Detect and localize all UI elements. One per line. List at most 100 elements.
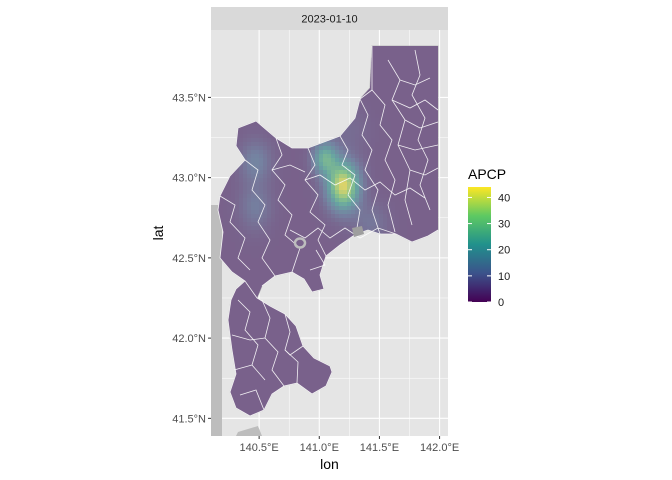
raster-cell (379, 162, 384, 167)
raster-cell (363, 222, 368, 227)
raster-cell (235, 246, 240, 251)
raster-cell (251, 278, 256, 283)
raster-cell (251, 250, 256, 255)
raster-cell (291, 166, 296, 171)
raster-cell (235, 398, 240, 403)
raster-cell (267, 306, 272, 311)
raster-cell (299, 250, 304, 255)
raster-cell (283, 350, 288, 355)
raster-cell (399, 206, 404, 211)
raster-cell (323, 226, 328, 231)
raster-cell (251, 186, 256, 191)
raster-cell (267, 174, 272, 179)
raster-cell (399, 98, 404, 103)
raster-cell (339, 158, 344, 163)
raster-cell (371, 118, 376, 123)
raster-cell (395, 158, 400, 163)
raster-cell (235, 210, 240, 215)
raster-cell (379, 54, 384, 59)
raster-cell (279, 202, 284, 207)
raster-cell (239, 242, 244, 247)
raster-cell (311, 266, 316, 271)
raster-cell (263, 142, 268, 147)
raster-cell (255, 306, 260, 311)
raster-cell (391, 70, 396, 75)
raster-cell (243, 322, 248, 327)
raster-cell (243, 410, 248, 415)
raster-cell (287, 222, 292, 227)
raster-cell (319, 154, 324, 159)
raster-cell (275, 378, 280, 383)
raster-cell (235, 362, 240, 367)
raster-cell (259, 146, 264, 151)
raster-cell (279, 362, 284, 367)
raster-cell (299, 354, 304, 359)
raster-cell (355, 138, 360, 143)
raster-cell (287, 218, 292, 223)
raster-cell (323, 166, 328, 171)
raster-cell (359, 102, 364, 107)
raster-cell (239, 402, 244, 407)
raster-cell (355, 110, 360, 115)
raster-cell (263, 370, 268, 375)
raster-cell (259, 362, 264, 367)
raster-cell (359, 138, 364, 143)
raster-cell (319, 198, 324, 203)
raster-cell (279, 318, 284, 323)
raster-cell (263, 138, 268, 143)
raster-cell (243, 278, 248, 283)
raster-cell (335, 146, 340, 151)
raster-cell (255, 150, 260, 155)
raster-cell (255, 138, 260, 143)
raster-cell (327, 242, 332, 247)
raster-cell (375, 130, 380, 135)
raster-cell (319, 242, 324, 247)
raster-cell (247, 346, 252, 351)
raster-cell (339, 234, 344, 239)
raster-cell (391, 190, 396, 195)
raster-cell (283, 338, 288, 343)
raster-cell (367, 206, 372, 211)
raster-cell (235, 270, 240, 275)
raster-cell (247, 130, 252, 135)
raster-cell (391, 90, 396, 95)
raster-cell (391, 62, 396, 67)
raster-cell (315, 246, 320, 251)
raster-cell (279, 174, 284, 179)
raster-cell (387, 70, 392, 75)
raster-cell (339, 150, 344, 155)
raster-cell (347, 206, 352, 211)
raster-cell (319, 162, 324, 167)
raster-cell (307, 162, 312, 167)
raster-cell (395, 178, 400, 183)
raster-cell (315, 386, 320, 391)
raster-cell (399, 122, 404, 127)
raster-cell (267, 198, 272, 203)
raster-cell (387, 62, 392, 67)
raster-cell (379, 94, 384, 99)
raster-cell (347, 186, 352, 191)
raster-cell (367, 198, 372, 203)
raster-cell (391, 214, 396, 219)
raster-cell (387, 118, 392, 123)
raster-cell (243, 362, 248, 367)
raster-cell (235, 394, 240, 399)
raster-cell (243, 234, 248, 239)
raster-cell (243, 206, 248, 211)
raster-cell (231, 298, 236, 303)
raster-cell (307, 146, 312, 151)
raster-cell (259, 218, 264, 223)
raster-cell (259, 338, 264, 343)
raster-cell (295, 354, 300, 359)
raster-cell (275, 354, 280, 359)
raster-cell (283, 186, 288, 191)
raster-cell (275, 342, 280, 347)
raster-cell (311, 270, 316, 275)
raster-cell (383, 230, 388, 235)
raster-cell (311, 254, 316, 259)
raster-cell (255, 330, 260, 335)
raster-cell (287, 154, 292, 159)
raster-cell (287, 330, 292, 335)
raster-cell (279, 214, 284, 219)
raster-cell (239, 222, 244, 227)
